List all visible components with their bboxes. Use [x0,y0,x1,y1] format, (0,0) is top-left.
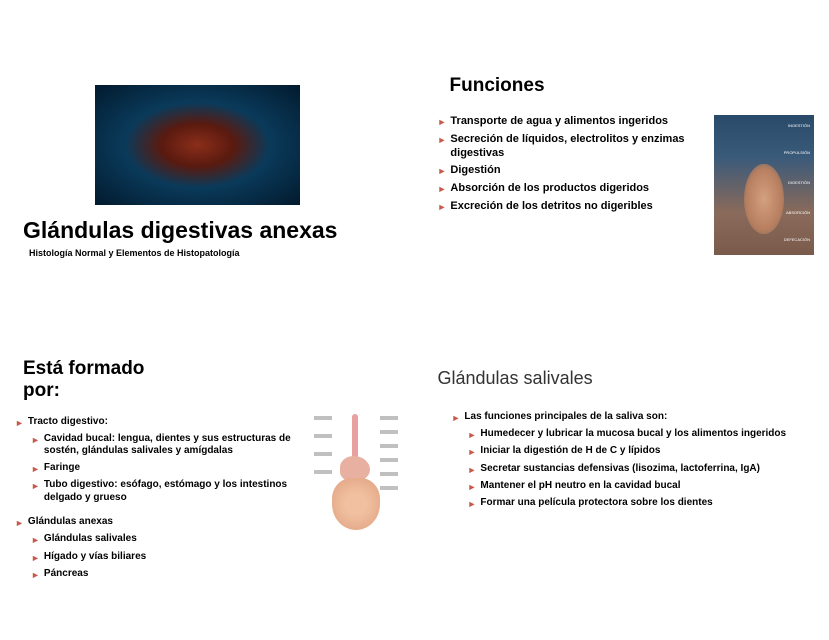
bullet-item: ►Transporte de agua y alimentos ingerido… [438,115,707,129]
bullet-item: ►Absorción de los productos digeridos [438,182,707,196]
arrow-icon: ► [438,184,447,195]
bullet-text: Glándulas salivales [44,533,137,546]
img-label: PROPULSIÓN [784,150,810,155]
arrow-icon: ► [468,430,477,441]
bullet-heading: ► Glándulas anexas [15,516,304,529]
img-label: INGESTIÓN [788,123,810,128]
img-label: ABSORCIÓN [786,210,810,215]
slide-3: Está formado por: ► Tracto digestivo: ► Ca… [0,313,415,640]
bullet-text: Excreción de los detritos no digeribles [450,200,652,214]
slide1-title: Glándulas digestivas anexas [23,217,400,244]
bullet-item: ►Secreción de líquidos, electrolitos y e… [438,133,707,161]
arrow-icon: ► [468,465,477,476]
bullet-text: Transporte de agua y alimentos ingeridos [450,115,668,129]
stomach-shape [340,456,370,481]
slide3-body: ► Tracto digestivo: ► Cavidad bucal: lengu… [15,416,400,586]
slide4-title: Glándulas salivales [438,368,815,389]
bullet-item: ►Secretar sustancias defensivas (lisozim… [452,463,815,476]
bullet-item: ► Cavidad bucal: lengua, dientes y sus es… [15,433,304,458]
bullet-text: Secretar sustancias defensivas (lisozima… [480,463,760,476]
slide-grid: Glándulas digestivas anexas Histología N… [0,0,829,640]
slide2-title: Funciones [450,75,815,97]
arrow-icon: ► [31,570,40,581]
arrow-icon: ► [15,518,24,529]
esophagus-shape [352,414,358,462]
bullet-text: Hígado y vías biliares [44,551,146,564]
bullet-item: ►Formar una película protectora sobre lo… [452,497,815,510]
bullet-text: Secreción de líquidos, electrolitos y en… [450,133,706,161]
arrow-icon: ► [438,166,447,177]
intestines-shape [332,478,380,530]
bullet-item: ► Hígado y vías biliares [15,551,304,564]
slide-4: Glándulas salivales ►Las funciones princ… [415,313,829,640]
slide3-list: ► Tracto digestivo: ► Cavidad bucal: lengu… [15,416,304,586]
slide2-body: ►Transporte de agua y alimentos ingerido… [430,115,815,255]
slide3-title: Está formado por: [23,358,173,402]
bullet-text: Absorción de los productos digeridos [450,182,649,196]
bullet-text: Las funciones principales de la saliva s… [464,411,667,424]
bullet-text: Páncreas [44,568,88,581]
label-bars-right [380,416,398,490]
arrow-icon: ► [452,413,461,424]
slide1-subtitle: Histología Normal y Elementos de Histopa… [29,248,400,258]
img-label: DEFECACIÓN [784,237,810,242]
bullet-text: Iniciar la digestión de H de C y lípidos [480,445,660,458]
bullet-item: ► Glándulas salivales [15,533,304,546]
bullet-item: ►Iniciar la digestión de H de C y lípido… [452,445,815,458]
bullet-text: Cavidad bucal: lengua, dientes y sus est… [44,433,304,458]
spacer [15,508,304,516]
bullet-text: Tracto digestivo: [28,416,108,429]
arrow-icon: ► [438,117,447,128]
arrow-icon: ► [31,481,40,492]
anatomy-liver-image [95,85,300,205]
digestive-tract-diagram [312,406,400,541]
arrow-icon: ► [468,482,477,493]
bullet-item: ► Tubo digestivo: esófago, estómago y los… [15,479,304,504]
bullet-text: Tubo digestivo: esófago, estómago y los … [44,479,304,504]
bullet-text: Digestión [450,164,500,178]
arrow-icon: ► [468,499,477,510]
arrow-icon: ► [438,202,447,213]
bullet-item: ►Digestión [438,164,707,178]
arrow-icon: ► [15,418,24,429]
slide-2: Funciones ►Transporte de agua y alimento… [415,0,829,313]
bullet-heading: ►Las funciones principales de la saliva … [452,411,815,424]
bullet-text: Formar una película protectora sobre los… [480,497,712,510]
bullet-text: Humedecer y lubricar la mucosa bucal y l… [480,428,786,441]
arrow-icon: ► [31,553,40,564]
arrow-icon: ► [31,535,40,546]
label-bars-left [314,416,332,474]
digestive-system-image: INGESTIÓN PROPULSIÓN DIGESTIÓN ABSORCIÓN… [714,115,814,255]
img-label: DIGESTIÓN [788,180,810,185]
arrow-icon: ► [438,135,447,146]
slide4-list: ►Las funciones principales de la saliva … [430,411,815,511]
bullet-heading: ► Tracto digestivo: [15,416,304,429]
arrow-icon: ► [31,464,40,475]
slide-1: Glándulas digestivas anexas Histología N… [0,0,415,313]
bullet-text: Glándulas anexas [28,516,113,529]
bullet-item: ► Faringe [15,462,304,475]
arrow-icon: ► [468,447,477,458]
bullet-item: ►Humedecer y lubricar la mucosa bucal y … [452,428,815,441]
bullet-text: Mantener el pH neutro en la cavidad buca… [480,480,680,493]
slide2-list: ►Transporte de agua y alimentos ingerido… [430,115,707,255]
bullet-item: ►Mantener el pH neutro en la cavidad buc… [452,480,815,493]
arrow-icon: ► [31,435,40,446]
bullet-item: ► Páncreas [15,568,304,581]
bullet-item: ►Excreción de los detritos no digeribles [438,200,707,214]
bullet-text: Faringe [44,462,80,475]
